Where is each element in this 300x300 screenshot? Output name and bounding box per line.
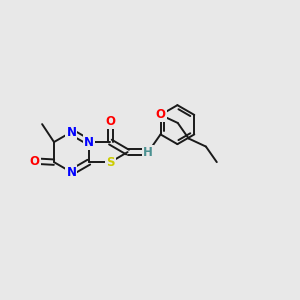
Text: N: N: [84, 136, 94, 148]
Text: O: O: [30, 154, 40, 168]
Text: O: O: [155, 108, 166, 122]
Text: N: N: [66, 166, 76, 179]
Text: H: H: [143, 146, 153, 159]
Text: N: N: [66, 125, 76, 139]
Text: O: O: [105, 115, 116, 128]
Text: S: S: [106, 156, 115, 169]
